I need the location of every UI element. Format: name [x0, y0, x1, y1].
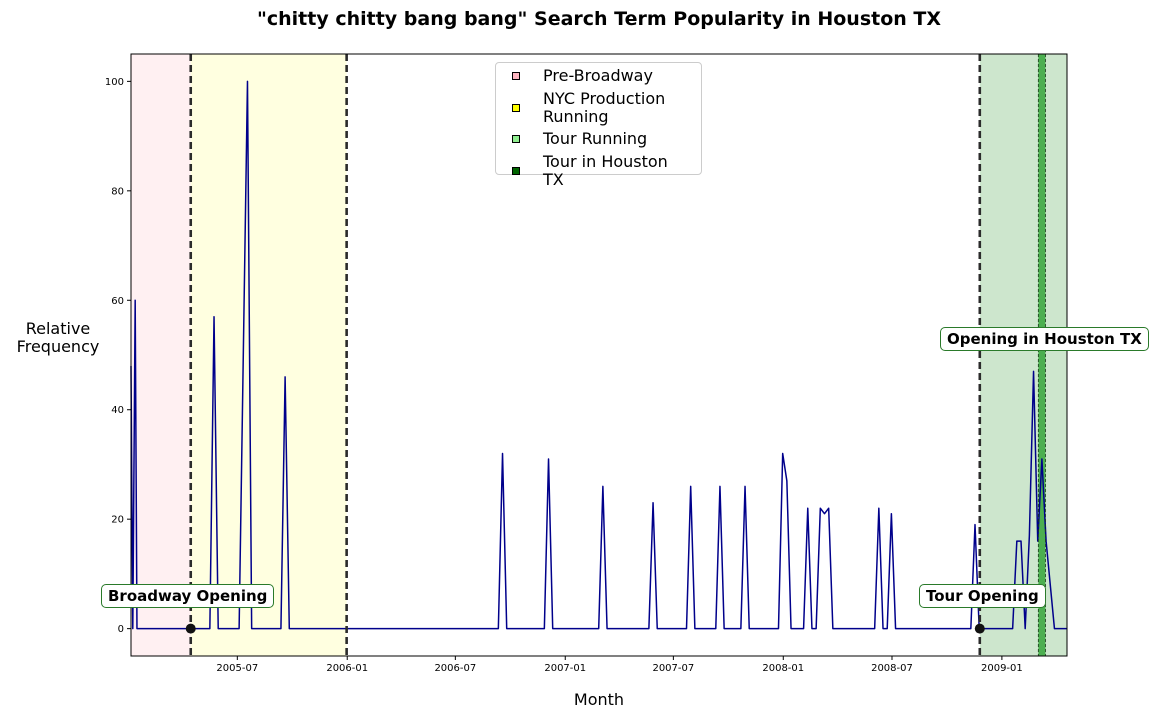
- x-tick-label-6: 2008-07: [871, 663, 913, 674]
- y-tick-label-5: 100: [105, 77, 124, 88]
- x-tick-label-3: 2007-01: [544, 663, 586, 674]
- plot-frame: [130, 53, 1068, 657]
- legend-swatch: [512, 135, 520, 143]
- legend-item-tour-houston: Tour in Houston TX: [512, 153, 693, 189]
- x-tick-label-7: 2009-01: [981, 663, 1023, 674]
- x-tick-label-2: 2006-07: [434, 663, 476, 674]
- x-tick-label-4: 2007-07: [652, 663, 694, 674]
- legend-swatch: [512, 167, 520, 175]
- legend-label: Tour in Houston TX: [543, 152, 668, 189]
- y-tick-label-1: 20: [111, 515, 124, 526]
- annotation-opening-houston: Opening in Houston TX: [940, 327, 1149, 351]
- legend-label: NYC Production Running: [543, 89, 666, 126]
- opening-marker-0: [185, 623, 196, 634]
- x-tick-label-0: 2005-07: [216, 663, 258, 674]
- annotation-broadway-opening: Broadway Opening: [101, 584, 275, 608]
- legend-item-pre-broadway: Pre-Broadway: [512, 67, 693, 85]
- period-band-0: [131, 54, 191, 656]
- legend-item-tour-running: Tour Running: [512, 130, 693, 148]
- period-band-2: [979, 54, 1067, 656]
- chart-title: "chitty chitty bang bang" Search Term Po…: [256, 8, 942, 30]
- period-band-3: [1038, 54, 1046, 656]
- legend-label: Pre-Broadway: [543, 66, 653, 85]
- x-axis-label: Month: [573, 690, 625, 709]
- y-tick-label-4: 80: [111, 186, 124, 197]
- x-tick-label-5: 2008-01: [762, 663, 804, 674]
- x-tick-label-1: 2006-01: [326, 663, 368, 674]
- opening-marker-1: [974, 623, 985, 634]
- legend: Pre-Broadway NYC Production Running Tour…: [495, 62, 702, 189]
- legend-swatch: [512, 72, 520, 80]
- legend-label: Tour Running: [543, 129, 648, 148]
- legend-swatch: [512, 104, 520, 112]
- y-tick-label-2: 40: [111, 405, 124, 416]
- legend-item-nyc-production: NYC Production Running: [512, 90, 693, 126]
- y-tick-label-3: 60: [111, 296, 124, 307]
- y-tick-label-0: 0: [118, 624, 124, 635]
- annotation-tour-opening: Tour Opening: [919, 584, 1046, 608]
- y-axis-label: Relative Frequency: [16, 319, 100, 356]
